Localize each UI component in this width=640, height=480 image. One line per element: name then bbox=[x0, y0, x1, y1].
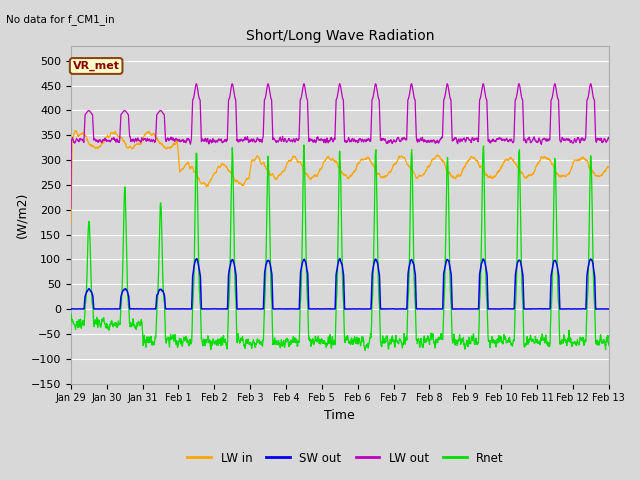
Legend: LW in, SW out, LW out, Rnet: LW in, SW out, LW out, Rnet bbox=[183, 447, 508, 469]
Text: No data for f_CM1_in: No data for f_CM1_in bbox=[6, 14, 115, 25]
Y-axis label: (W/m2): (W/m2) bbox=[15, 192, 28, 238]
Text: VR_met: VR_met bbox=[73, 61, 120, 71]
Title: Short/Long Wave Radiation: Short/Long Wave Radiation bbox=[246, 29, 434, 43]
X-axis label: Time: Time bbox=[324, 409, 355, 422]
